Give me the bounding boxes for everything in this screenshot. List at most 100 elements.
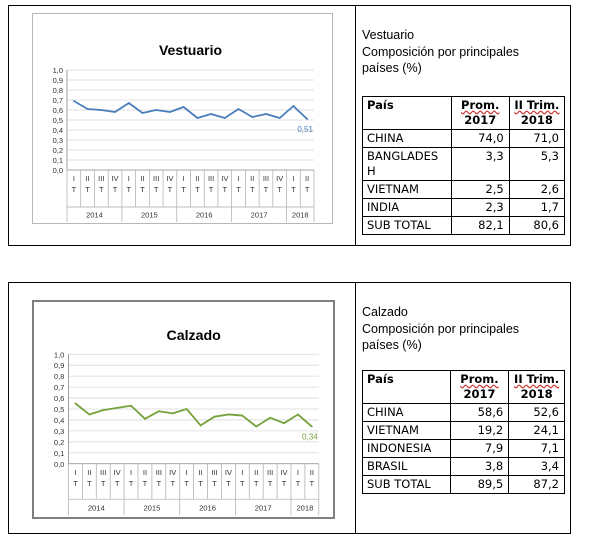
x-tick-label: T [305,185,310,194]
x-tick-label: T [129,479,134,488]
data-point [144,417,146,420]
year-label: 2015 [141,211,158,220]
table-header-cell: País [362,96,452,130]
x-tick-label: T [170,479,175,488]
x-tick-label: II [87,468,91,477]
vestuario-country-table: País Prom. 2017 II Trim. 2018 CHINA 74,0 71,0 BA… [362,96,566,235]
vestuario-panel: Vestuario 0,0 0,1 0,2 0,3 0,4 0,5 0,6 0,7 0,8 0,9 1… [8,5,571,246]
data-point [199,424,202,427]
country-name: BRASIL [367,459,408,473]
chart-title: Vestuario [159,42,222,58]
country-cell: CHINA [362,129,452,148]
x-tick-label: I [241,468,243,477]
country-name: BANGLADES [367,149,439,163]
header-text: II Trim. [514,98,560,112]
country-cell: SUB TOTAL [362,216,452,235]
x-tick-label: T [277,185,282,194]
table-row: SUB TOTAL 82,1 80,6 [362,216,566,235]
x-tick-label: T [296,479,301,488]
data-point [223,117,226,119]
value-cell: 7,9 [449,439,510,458]
x-tick-label: T [236,185,241,194]
x-tick-label: II [310,468,314,477]
x-tick-label: I [297,468,299,477]
x-tick-label: T [181,185,186,194]
calzado-chart: Calzado 0,0 0,1 0,2 0,3 0,4 0,5 0,6 0,7 0,8 0,9 1,0… [32,300,335,519]
y-tick-label: 0,1 [53,156,63,165]
country-cell: CHINA [362,403,451,422]
table-row: CHINA 74,0 71,0 [362,129,566,148]
y-tick-label: 1,0 [53,66,63,75]
x-tick-label: III [211,468,217,477]
x-tick-label: II [195,174,199,183]
table-header-row: País Prom. 2017 II Trim. 2018 [362,370,565,404]
x-tick-label: III [267,468,273,477]
x-tick-label: T [99,185,104,194]
value-cell: 58,6 [449,403,510,422]
data-point [227,413,230,416]
x-tick-label: II [85,174,89,183]
header-text: 2017 [464,113,497,127]
value-cell: 2,5 [450,180,510,199]
data-point [182,106,185,108]
x-tick-label: T [101,479,106,488]
data-point [102,409,105,412]
data-point [114,111,116,113]
y-tick-label: 0,6 [53,106,63,115]
x-tick-label: IV [225,468,233,477]
x-tick-label: III [98,174,104,183]
header-text: 2017 [463,387,496,401]
year-label: 2018 [296,503,313,512]
table-row: BRASIL 3,8 3,4 [362,457,565,476]
table-header-cell: II Trim. 2018 [508,370,565,404]
y-tick-label: 0,5 [53,116,63,125]
x-tick-label: II [198,468,202,477]
y-tick-label: 0,3 [54,427,65,436]
value-cell: 7,1 [508,439,565,458]
value-cell: 71,0 [508,129,566,148]
x-tick-label: T [126,185,131,194]
x-tick-label: II [305,174,309,183]
x-tick-label: IV [114,468,122,477]
country-name: H [367,164,376,178]
x-tick-label: T [140,185,145,194]
x-tick-label: T [113,185,118,194]
data-point [310,425,313,428]
country-cell: SUB TOTAL [362,475,451,494]
year-label: 2014 [88,503,105,512]
header-text: País [367,372,394,386]
year-label: 2014 [86,211,103,220]
y-tick-label: 0,6 [54,394,65,403]
value-cell: 2,3 [450,198,510,217]
x-tick-label: II [140,174,144,183]
calzado-chart-svg: Calzado 0,0 0,1 0,2 0,3 0,4 0,5 0,6 0,7 0,8 0,9 1,0… [54,328,320,516]
x-tick-label: T [212,479,217,488]
x-tick-label: T [195,185,200,194]
country-name: INDIA [367,200,400,214]
table-row: INDIA 2,3 1,7 [362,198,566,217]
table-header-cell: II Trim. 2018 [508,96,566,130]
x-tick-label: I [292,174,294,183]
year-label: 2018 [292,211,309,220]
value-cell: 80,6 [508,216,566,235]
value-cell: 3,3 [450,147,510,181]
data-point [292,105,295,107]
value-cell: 74,0 [450,129,510,148]
calzado-info-title: Calzado Composición por principales país… [362,304,519,354]
x-tick-label: T [198,479,203,488]
info-line-1: Calzado [362,305,408,319]
x-tick-label: T [223,185,228,194]
x-tick-label: III [156,468,162,477]
y-tick-label: 0,3 [53,136,63,145]
y-tick-label: 0,1 [54,449,65,458]
x-tick-label: I [183,174,185,183]
last-value-label: 0,34 [302,433,318,442]
chart-title: Calzado [166,328,221,344]
country-name: INDONESIA [367,441,432,455]
x-tick-label: IV [276,174,283,183]
country-cell: INDONESIA [362,439,451,458]
data-point [278,117,281,119]
x-tick-label: T [184,479,189,488]
country-name: CHINA [367,405,404,419]
data-point [88,413,91,416]
